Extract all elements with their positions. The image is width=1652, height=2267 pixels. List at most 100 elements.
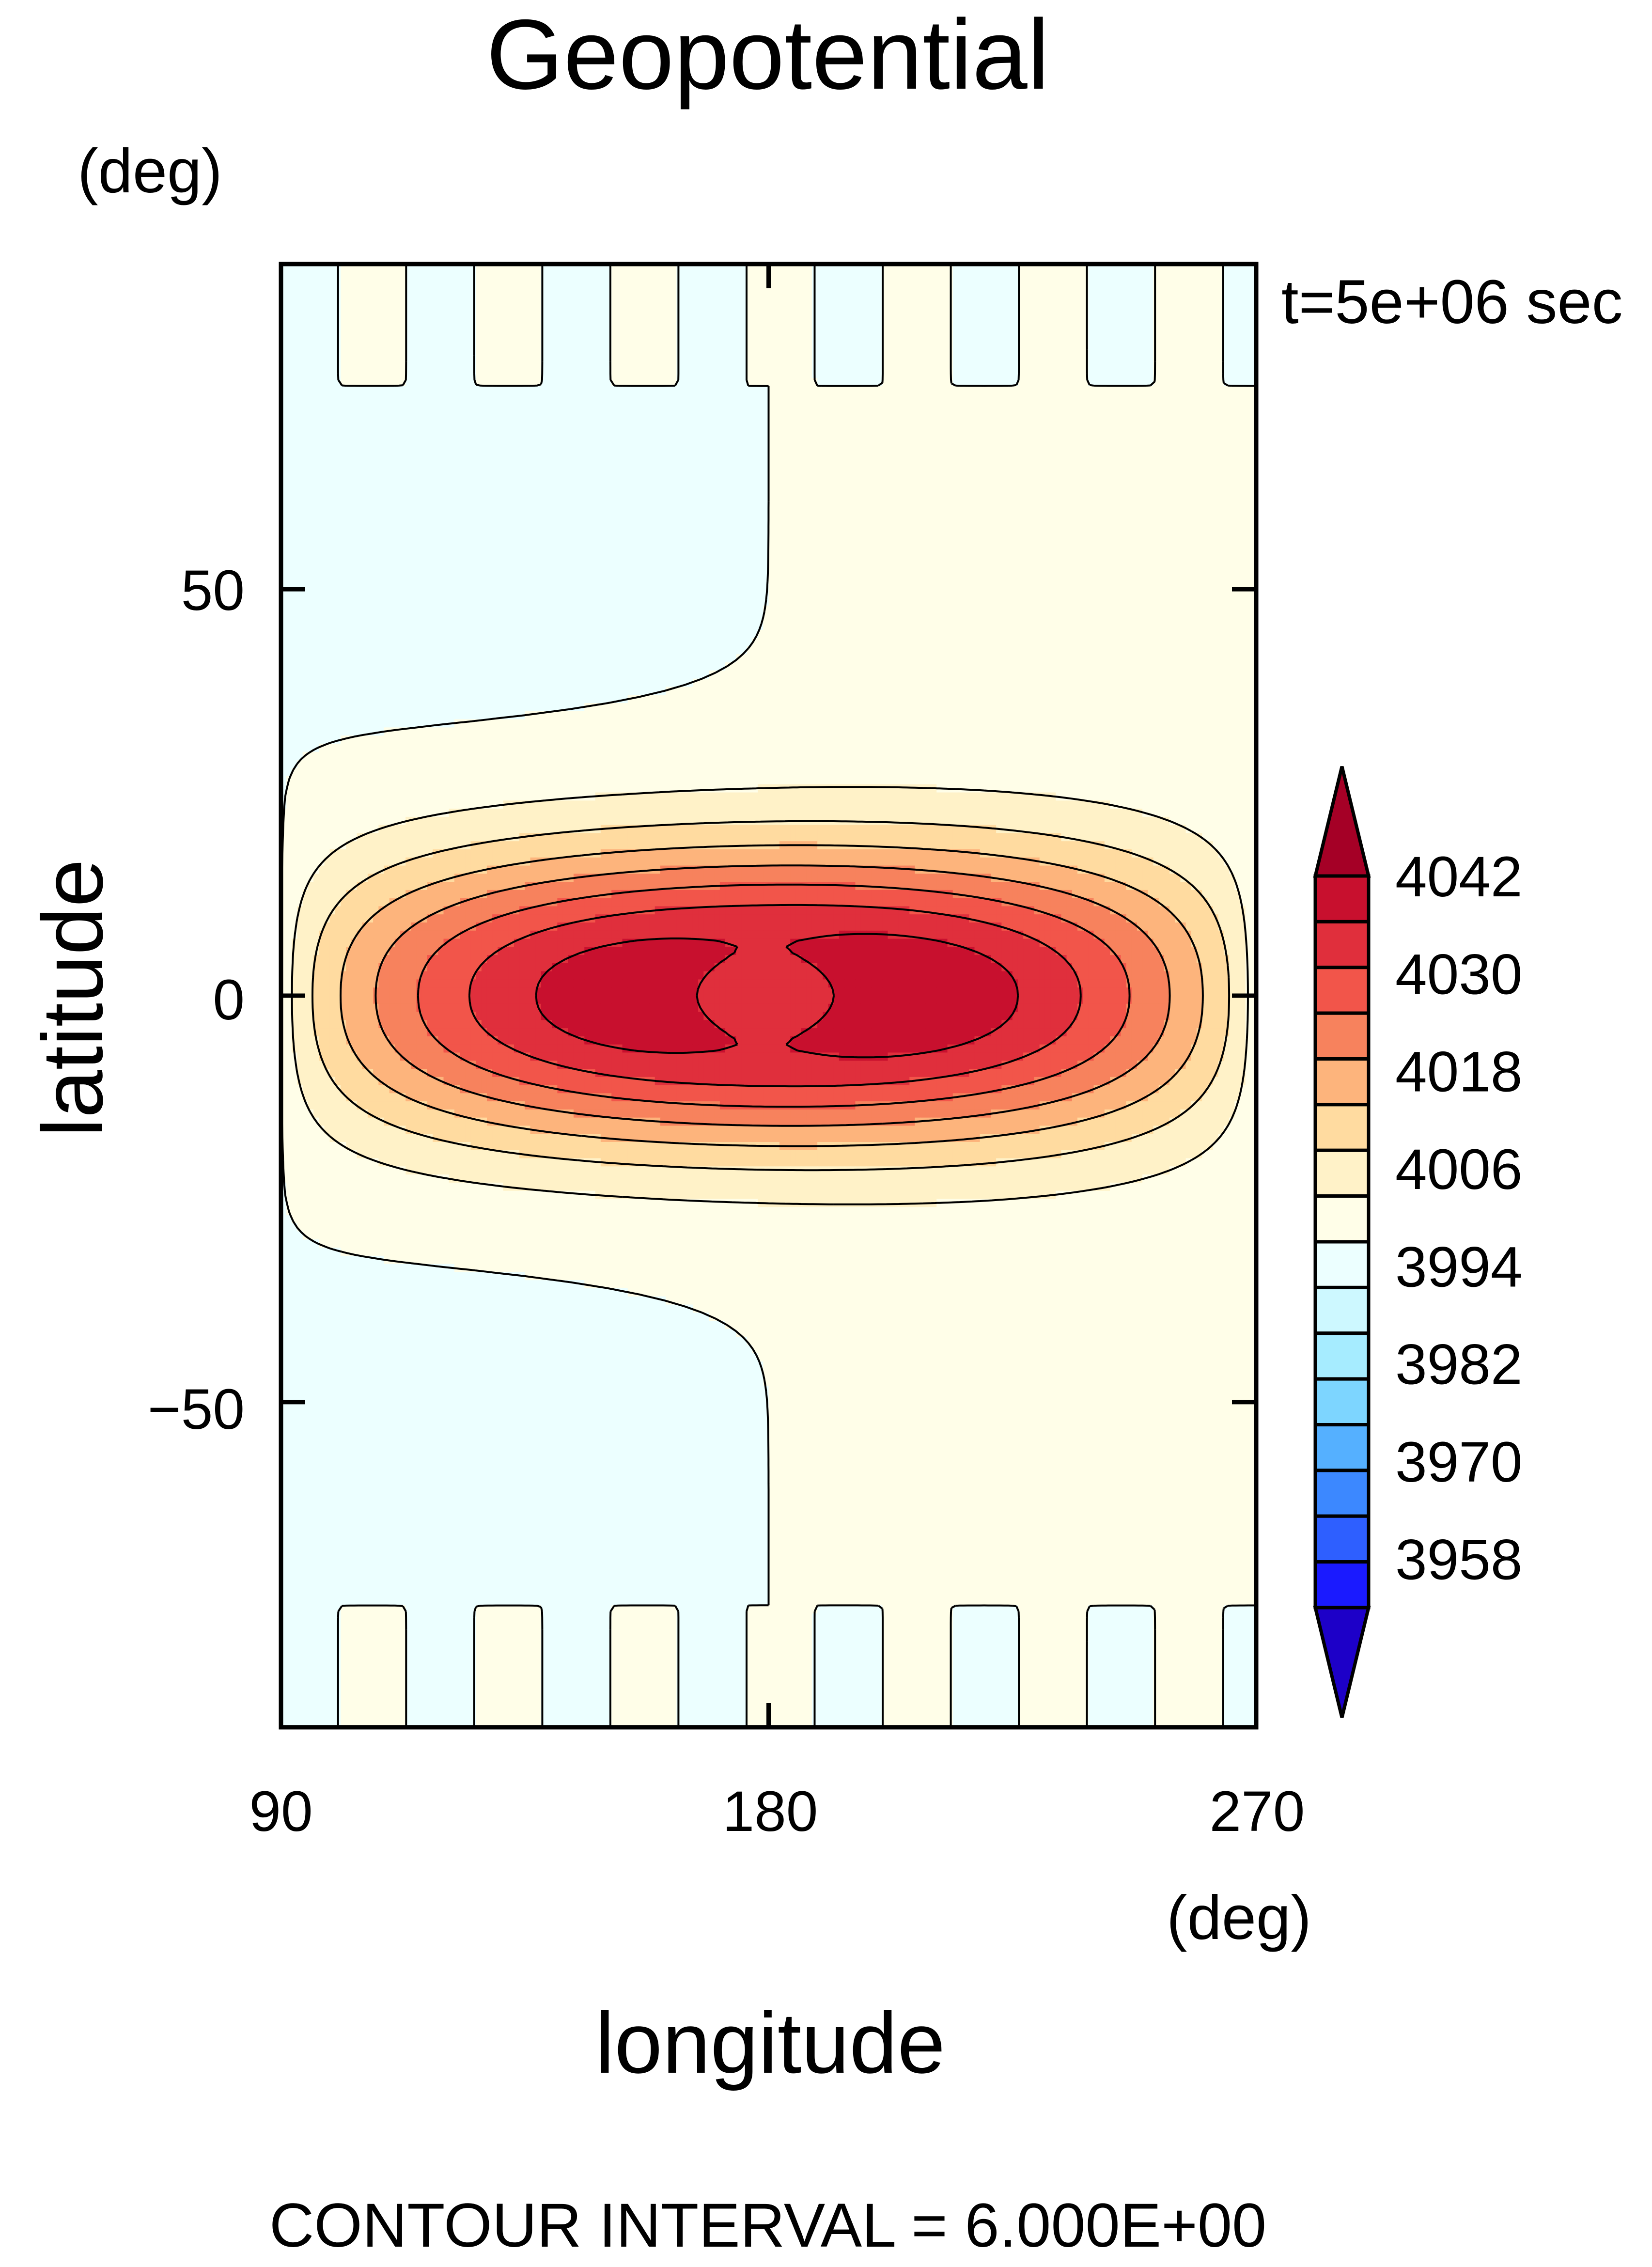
field-cell [535,394,542,403]
field-cell [1093,435,1100,444]
field-cell [1142,329,1149,338]
field-cell [952,337,959,346]
field-cell [676,426,683,436]
field-cell [590,394,596,403]
field-cell [595,426,601,436]
field-cell [1023,467,1029,476]
field-cell [384,288,390,297]
field-cell [1142,370,1149,378]
field-cell [1223,345,1230,354]
field-cell [633,304,639,313]
field-cell [400,361,406,371]
field-cell [833,410,840,419]
field-cell [1175,451,1181,460]
field-cell [1044,321,1051,330]
field-cell [1099,313,1105,322]
field-cell [714,353,720,362]
field-cell [1169,370,1176,378]
field-cell [1148,345,1154,354]
field-cell [617,459,623,468]
field-cell [709,321,715,330]
field-cell [384,475,390,484]
field-cell [655,443,661,452]
field-cell [1104,345,1110,354]
field-cell [844,288,851,297]
field-cell [1240,370,1246,378]
field-cell [525,435,531,444]
field-cell [508,459,514,468]
field-cell [416,386,422,395]
field-cell [666,459,672,468]
field-cell [985,313,991,322]
field-cell [421,418,428,427]
field-cell [438,459,444,468]
field-cell [438,370,444,378]
field-cell [508,386,514,395]
field-cell [394,435,401,444]
field-cell [454,370,460,378]
field-cell [980,345,986,354]
field-cell [1110,402,1116,411]
field-cell [1039,467,1045,476]
field-cell [1185,337,1192,346]
field-cell [866,443,872,452]
field-cell [460,288,466,297]
field-cell [747,329,753,338]
field-cell [562,467,569,476]
field-cell [877,345,883,354]
field-cell [1056,426,1062,436]
field-cell [1169,304,1176,313]
field-cell [942,394,948,403]
field-cell [974,329,981,338]
field-cell [817,297,824,305]
field-cell [882,394,888,403]
field-cell [351,329,358,338]
field-cell [1077,435,1084,444]
field-cell [1175,443,1181,452]
field-cell [936,467,943,476]
field-cell [844,410,851,419]
field-cell [871,451,878,460]
field-cell [882,345,888,354]
field-cell [985,426,991,436]
field-cell [833,353,840,362]
field-cell [931,280,937,289]
field-cell [394,280,401,289]
field-cell [958,394,964,403]
field-cell [811,443,818,452]
field-cell [313,272,320,281]
field-cell [1185,353,1192,362]
field-cell [866,288,872,297]
field-cell [346,288,352,297]
field-cell [942,484,948,492]
field-cell [1185,475,1192,484]
field-cell [357,370,363,378]
field-cell [530,345,536,354]
field-cell [568,484,574,492]
field-cell [649,297,655,305]
field-cell [341,272,347,281]
field-cell [666,402,672,411]
field-cell [400,297,406,305]
field-cell [378,280,385,289]
field-cell [1083,459,1089,468]
field-cell [1115,272,1122,281]
field-cell [692,297,699,305]
field-cell [893,418,899,427]
field-cell [562,280,569,289]
field-cell [508,418,514,427]
field-cell [1007,410,1013,419]
field-cell [579,353,585,362]
field-cell [1131,345,1138,354]
field-cell [823,418,829,427]
field-cell [324,443,330,452]
field-cell [486,288,493,297]
field-cell [731,394,737,403]
field-cell [828,386,834,395]
field-cell [617,402,623,411]
field-cell [676,280,683,289]
field-cell [1164,467,1170,476]
field-cell [1234,313,1241,322]
field-cell [969,297,975,305]
field-cell [1196,386,1203,395]
